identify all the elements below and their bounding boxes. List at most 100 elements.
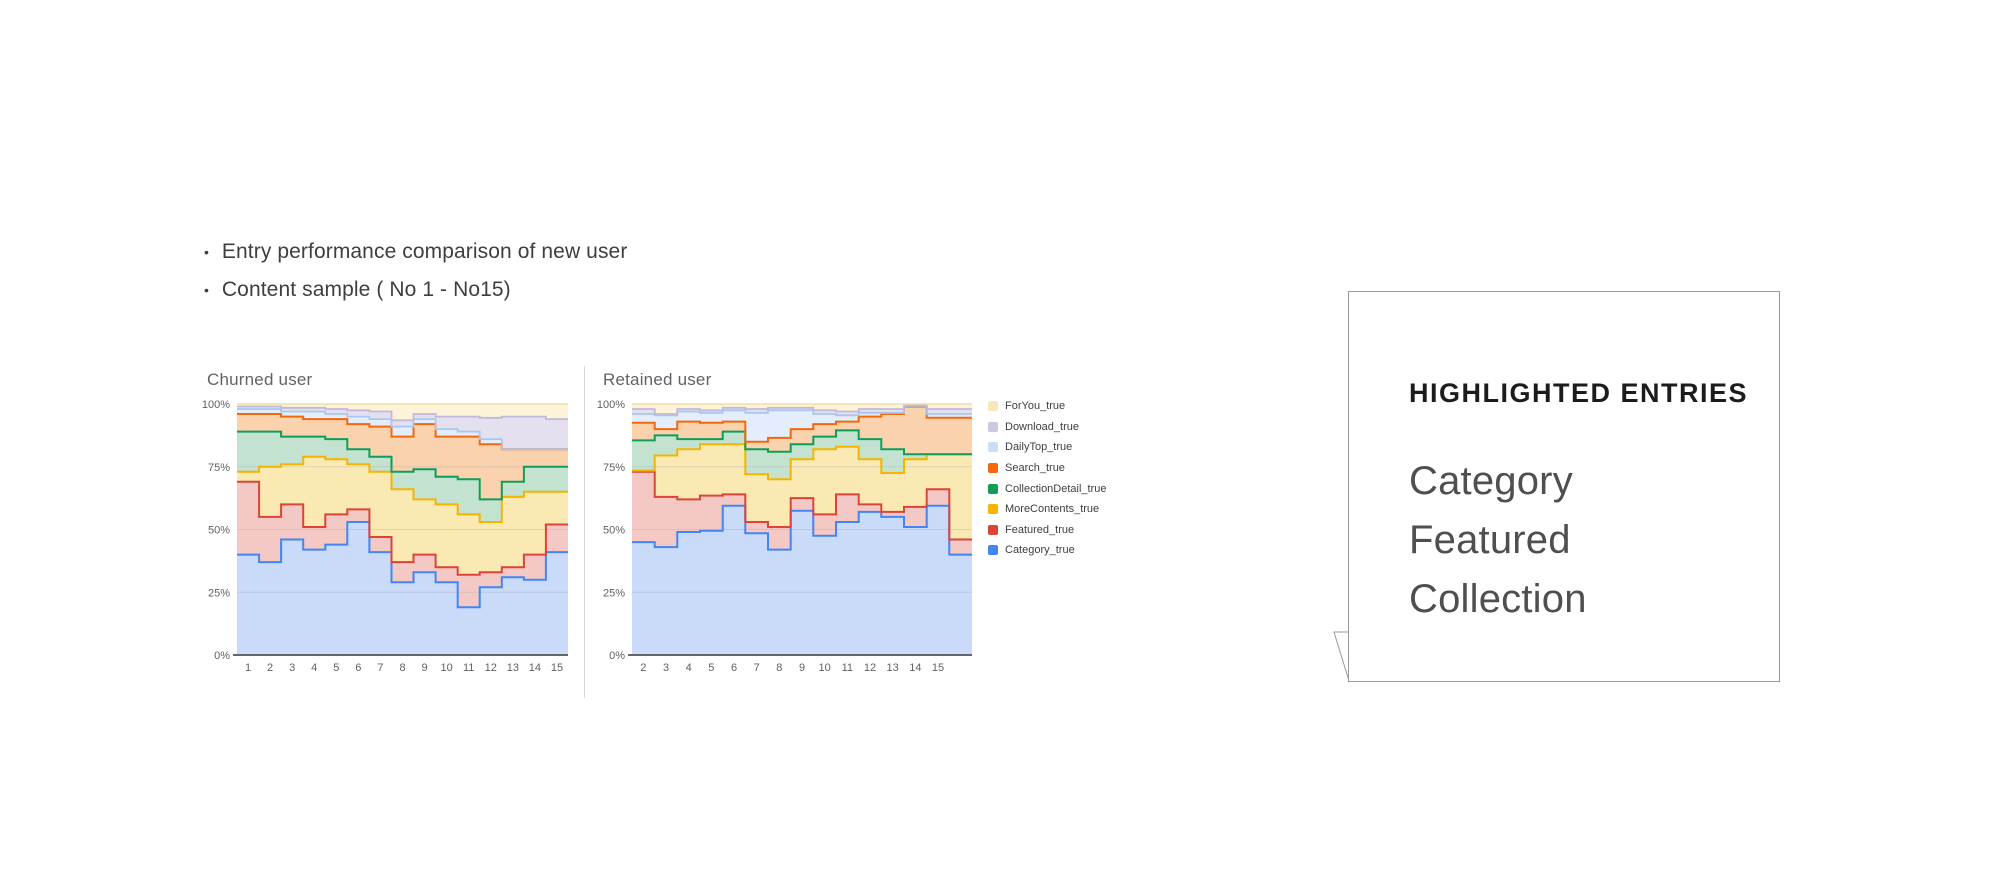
churned-y-tick-labels: 0% 25% 50% 75% 100% [202,399,230,662]
legend-label: DailyTop_true [1005,441,1073,454]
retained-user-chart: 0% 25% 50% 75% 100% 2 3 4 5 6 7 8 9 10 11 12 13 14 15 [597,399,972,674]
y-tick-label: 25% [208,587,230,599]
legend-swatch [988,504,998,515]
churned-series-lines [237,403,568,609]
x-tick-label: 11 [842,662,853,674]
bullet-item: • Content sample ( No 1 - No15) [204,277,904,315]
x-tick-label: 3 [663,662,669,674]
x-tick-label: 2 [267,662,273,674]
legend-label: CollectionDetail_true [1005,482,1107,495]
legend-label: Search_true [1005,462,1065,475]
series-area-Category_true [237,522,568,655]
churned-x-tick-labels: 1 2 3 4 5 6 7 8 9 10 11 12 13 14 15 [245,662,563,674]
series-area-DailyTop_true [632,405,972,442]
series-line-MoreContents_true [237,455,568,523]
x-tick-label: 9 [422,662,428,674]
x-tick-label: 10 [441,662,453,674]
legend-label: MoreContents_true [1005,503,1100,516]
x-tick-label: 13 [887,662,899,674]
legend-label: Featured_true [1005,523,1075,536]
series-line-Category_true [632,504,972,556]
legend-item: Featured_true [988,520,1138,541]
legend-swatch [988,442,998,453]
x-tick-label: 12 [864,662,876,674]
legend-label: Download_true [1005,420,1079,433]
churned-user-chart: 0%25%50%75%100%1 2 3 4 5 6 7 8 9 10 11 12 13 14 15 [202,399,568,674]
legend-item: Download_true [988,417,1138,438]
x-tick-label: 1 [245,662,251,674]
x-tick-label: 7 [377,662,383,674]
legend-item: MoreContents_true [988,499,1138,520]
y-tick-label: 75% [603,462,625,474]
bullet-list: • Entry performance comparison of new use… [204,239,904,315]
x-tick-label: 12 [485,662,497,674]
series-line-Featured_true [632,470,972,541]
x-tick-label: 8 [776,662,782,674]
legend-label: ForYou_true [1005,400,1066,413]
x-tick-label: 14 [909,662,921,674]
highlighted-entries-panel: HIGHLIGHTED ENTRIES Category Featured Coll… [1348,291,1780,682]
chart-legend: ForYou_true Download_true DailyTop_true Sea… [988,396,1138,561]
legend-item: DailyTop_true [988,437,1138,458]
y-tick-label: 100% [597,399,625,411]
bullet-dot-icon: • [204,282,209,298]
series-area-Search_true [237,414,568,500]
y-tick-label: 50% [208,525,230,537]
y-tick-label: 0% [609,650,625,662]
series-area-Featured_true [237,481,568,608]
legend-swatch [988,401,998,412]
series-line-Download_true [237,405,568,422]
x-tick-label: 4 [311,662,317,674]
x-tick-label: 6 [731,662,737,674]
x-tick-label: 5 [708,662,714,674]
retained-x-tick-labels: 2 3 4 5 6 7 8 9 10 11 12 13 14 15 [640,662,944,674]
panel-heading: HIGHLIGHTED ENTRIES [1409,378,1749,408]
highlighted-entry-collection: Collection [1409,577,1587,621]
bullet-item: • Entry performance comparison of new use… [204,239,904,277]
series-line-Featured_true [237,480,568,576]
y-tick-label: 25% [603,587,625,599]
x-tick-label: 8 [399,662,405,674]
x-tick-label: 10 [819,662,831,674]
series-area-ForYou_true [632,404,972,414]
series-line-CollectionDetail_true [632,429,972,456]
y-tick-label: 50% [603,525,625,537]
legend-label: Category_true [1005,544,1075,557]
series-line-MoreContents_true [632,443,972,481]
panel-item-list: Category Featured Collection [1409,452,1587,629]
bullet-text: Content sample ( No 1 - No15) [221,278,511,301]
legend-item: ForYou_true [988,396,1138,417]
x-tick-label: 14 [529,662,541,674]
series-area-MoreContents_true [632,444,972,540]
legend-swatch [988,524,998,535]
highlighted-entry-category: Category [1409,459,1573,503]
x-tick-label: 2 [640,662,646,674]
x-tick-label: 3 [289,662,295,674]
legend-swatch [988,421,998,432]
y-tick-label: 100% [202,399,230,411]
legend-item: Search_true [988,458,1138,479]
retained-series-lines [632,403,972,556]
series-area-Search_true [632,406,972,455]
retained-areas [632,404,972,655]
series-line-CollectionDetail_true [237,430,568,501]
x-tick-label: 15 [551,662,563,674]
x-tick-label: 6 [355,662,361,674]
x-tick-label: 13 [507,662,519,674]
x-tick-label: 9 [799,662,805,674]
retained-y-tick-labels: 0% 25% 50% 75% 100% [597,399,625,662]
legend-item: Category_true [988,540,1138,561]
series-line-DailyTop_true [237,408,568,451]
x-tick-label: 7 [754,662,760,674]
x-tick-label: 11 [463,662,474,674]
series-area-Category_true [632,505,972,655]
churned-chart-title: Churned user [207,370,313,389]
legend-item: CollectionDetail_true [988,478,1138,499]
bullet-dot-icon: • [204,244,209,260]
series-area-CollectionDetail_true [632,430,972,480]
series-line-Category_true [237,521,568,609]
x-tick-label: 5 [333,662,339,674]
retained-chart-title: Retained user [603,370,712,389]
chart-divider [584,366,585,698]
y-tick-label: 75% [208,462,230,474]
